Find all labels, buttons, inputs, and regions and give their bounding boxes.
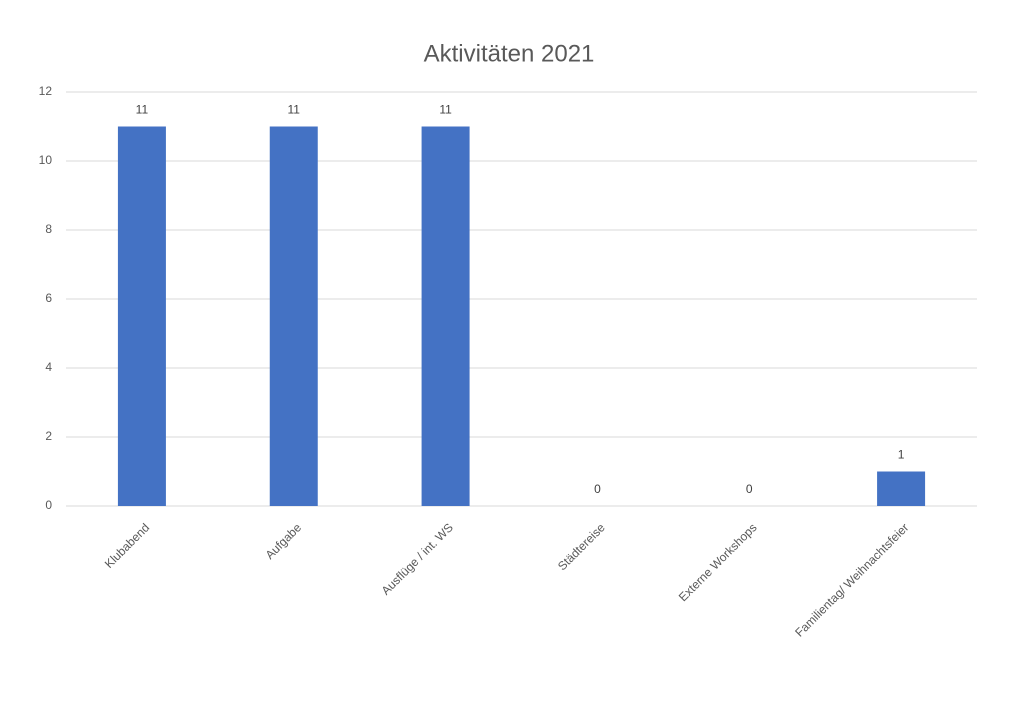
value-label: 0: [746, 482, 753, 496]
y-tick-label: 2: [45, 429, 52, 443]
y-tick-label: 6: [45, 291, 52, 305]
x-tick-label: Klubabend: [102, 520, 152, 570]
x-tick-label: Städtereise: [555, 520, 608, 573]
y-tick-label: 4: [45, 360, 52, 374]
bar: [421, 126, 470, 506]
value-label: 1: [898, 448, 905, 462]
x-tick-label: Familientag/ Weihnachtsfeier: [792, 520, 911, 639]
y-tick-label: 12: [39, 84, 53, 98]
bar: [269, 126, 318, 506]
y-tick-label: 8: [45, 222, 52, 236]
value-label: 11: [288, 103, 301, 117]
bar: [877, 471, 926, 506]
x-tick-label: Ausflüge / int. WS: [379, 520, 456, 597]
value-label: 11: [136, 103, 149, 117]
x-tick-label: Aufgabe: [263, 520, 305, 562]
value-label: 0: [594, 482, 601, 496]
y-tick-label: 0: [45, 498, 52, 512]
y-tick-label: 10: [39, 153, 53, 167]
x-tick-label: Externe Workshops: [676, 520, 760, 604]
bar: [117, 126, 166, 506]
chart-title: Aktivitäten 2021: [424, 40, 595, 67]
value-label: 11: [439, 103, 452, 117]
